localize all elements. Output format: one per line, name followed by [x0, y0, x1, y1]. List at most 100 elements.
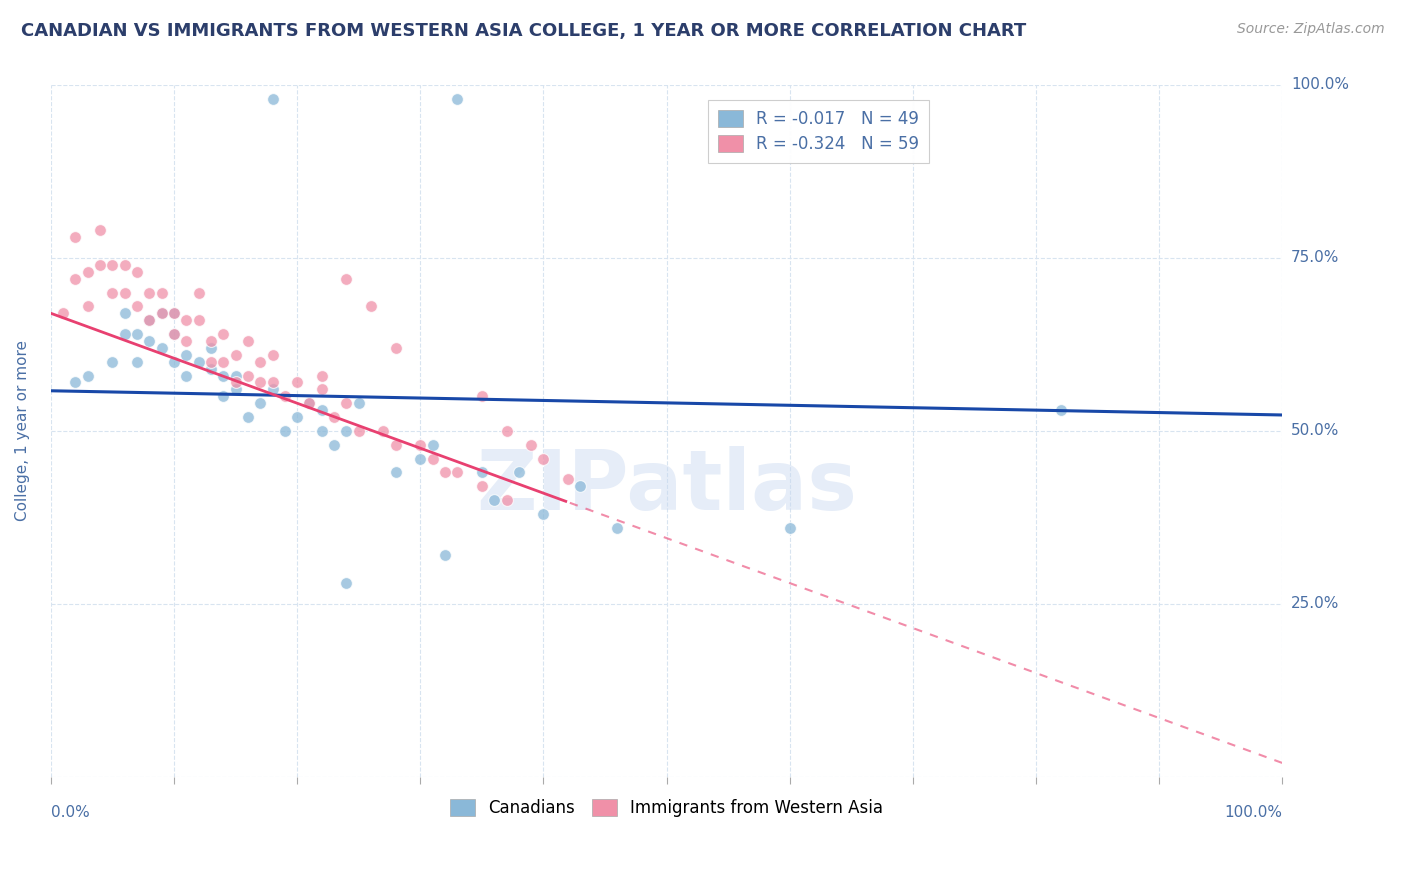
Text: 100.0%: 100.0%: [1291, 78, 1348, 93]
Point: [422, 438, 444, 452]
Point: [114, 258, 136, 272]
Point: [163, 306, 186, 320]
Point: [187, 355, 209, 369]
Point: [225, 368, 247, 383]
Point: [249, 355, 271, 369]
Point: [176, 368, 198, 383]
Point: [176, 348, 198, 362]
Point: [311, 368, 333, 383]
Point: [200, 334, 222, 348]
Text: Source: ZipAtlas.com: Source: ZipAtlas.com: [1237, 22, 1385, 37]
Point: [533, 451, 555, 466]
Point: [163, 306, 186, 320]
Point: [335, 271, 357, 285]
Point: [409, 438, 432, 452]
Point: [446, 92, 468, 106]
Point: [163, 355, 186, 369]
Y-axis label: College, 1 year or more: College, 1 year or more: [15, 341, 30, 522]
Point: [285, 410, 308, 425]
Point: [508, 466, 530, 480]
Point: [569, 479, 592, 493]
Point: [533, 507, 555, 521]
Point: [176, 334, 198, 348]
Point: [249, 396, 271, 410]
Point: [347, 424, 370, 438]
Point: [298, 396, 321, 410]
Point: [76, 265, 98, 279]
Point: [89, 223, 111, 237]
Point: [373, 424, 395, 438]
Point: [187, 313, 209, 327]
Point: [76, 299, 98, 313]
Point: [335, 424, 357, 438]
Text: CANADIAN VS IMMIGRANTS FROM WESTERN ASIA COLLEGE, 1 YEAR OR MORE CORRELATION CHA: CANADIAN VS IMMIGRANTS FROM WESTERN ASIA…: [21, 22, 1026, 40]
Point: [262, 92, 284, 106]
Point: [114, 306, 136, 320]
Point: [236, 334, 259, 348]
Point: [471, 466, 494, 480]
Point: [520, 438, 543, 452]
Point: [138, 334, 160, 348]
Point: [484, 493, 506, 508]
Point: [433, 549, 456, 563]
Point: [163, 326, 186, 341]
Point: [557, 472, 579, 486]
Point: [335, 576, 357, 591]
Point: [101, 355, 124, 369]
Point: [125, 299, 148, 313]
Point: [150, 306, 173, 320]
Point: [114, 285, 136, 300]
Point: [274, 389, 297, 403]
Point: [335, 396, 357, 410]
Point: [138, 285, 160, 300]
Point: [471, 479, 494, 493]
Point: [101, 285, 124, 300]
Point: [76, 368, 98, 383]
Point: [65, 230, 87, 244]
Point: [249, 376, 271, 390]
Point: [384, 341, 406, 355]
Point: [311, 424, 333, 438]
Point: [409, 451, 432, 466]
Point: [101, 258, 124, 272]
Point: [274, 424, 297, 438]
Point: [262, 376, 284, 390]
Point: [262, 383, 284, 397]
Point: [200, 355, 222, 369]
Text: 0.0%: 0.0%: [51, 805, 90, 820]
Point: [65, 376, 87, 390]
Point: [212, 355, 235, 369]
Point: [114, 326, 136, 341]
Point: [323, 410, 346, 425]
Point: [212, 368, 235, 383]
Point: [212, 326, 235, 341]
Text: 50.0%: 50.0%: [1291, 424, 1339, 438]
Point: [311, 403, 333, 417]
Point: [200, 361, 222, 376]
Text: 100.0%: 100.0%: [1225, 805, 1282, 820]
Point: [384, 438, 406, 452]
Text: 75.0%: 75.0%: [1291, 251, 1339, 266]
Point: [150, 285, 173, 300]
Point: [125, 265, 148, 279]
Point: [150, 341, 173, 355]
Point: [138, 313, 160, 327]
Point: [311, 383, 333, 397]
Point: [495, 424, 517, 438]
Point: [446, 466, 468, 480]
Point: [433, 466, 456, 480]
Legend: Canadians, Immigrants from Western Asia: Canadians, Immigrants from Western Asia: [443, 792, 890, 824]
Point: [422, 451, 444, 466]
Point: [163, 326, 186, 341]
Point: [187, 285, 209, 300]
Point: [236, 410, 259, 425]
Point: [236, 368, 259, 383]
Point: [138, 313, 160, 327]
Point: [225, 348, 247, 362]
Point: [347, 396, 370, 410]
Text: ZIPatlas: ZIPatlas: [477, 446, 858, 527]
Point: [1049, 403, 1071, 417]
Point: [471, 389, 494, 403]
Point: [176, 313, 198, 327]
Point: [225, 376, 247, 390]
